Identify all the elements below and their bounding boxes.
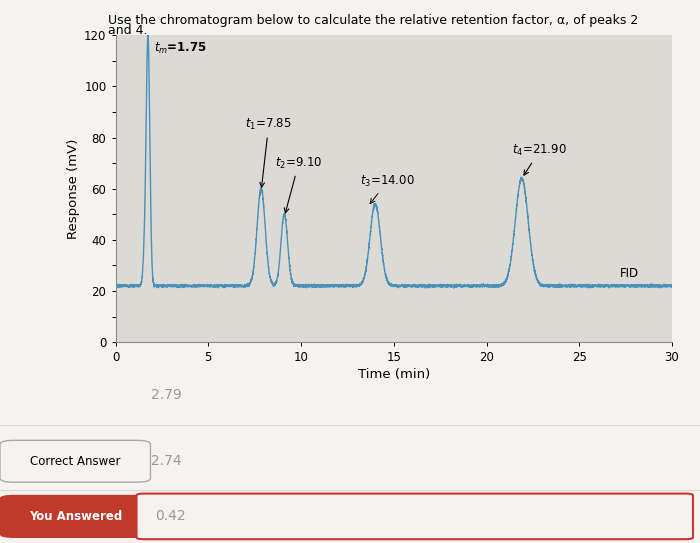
Text: $t_3$=14.00: $t_3$=14.00: [360, 174, 415, 204]
Text: $t_m$=1.75: $t_m$=1.75: [155, 40, 207, 55]
Y-axis label: Response (mV): Response (mV): [67, 138, 80, 239]
X-axis label: Time (min): Time (min): [358, 368, 430, 381]
FancyBboxPatch shape: [0, 440, 150, 482]
Text: $t_4$=21.90: $t_4$=21.90: [512, 143, 567, 175]
Text: You Answered: You Answered: [29, 510, 122, 523]
Text: $t_1$=7.85: $t_1$=7.85: [245, 117, 292, 187]
FancyBboxPatch shape: [0, 495, 150, 538]
Text: and 4.: and 4.: [108, 24, 148, 37]
Text: $t_2$=9.10: $t_2$=9.10: [275, 156, 323, 213]
Text: 0.42: 0.42: [155, 509, 186, 523]
FancyBboxPatch shape: [136, 494, 693, 539]
Text: FID: FID: [620, 267, 639, 280]
Text: 2.74: 2.74: [150, 454, 181, 468]
Text: Correct Answer: Correct Answer: [30, 455, 121, 468]
Text: Use the chromatogram below to calculate the relative retention factor, α, of pea: Use the chromatogram below to calculate …: [108, 14, 638, 27]
Text: 2.79: 2.79: [150, 388, 181, 402]
